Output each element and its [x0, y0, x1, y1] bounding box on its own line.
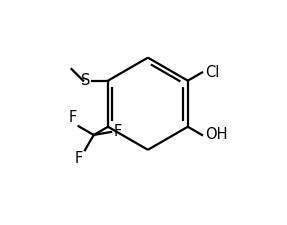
Text: OH: OH [205, 128, 227, 142]
Text: S: S [81, 73, 90, 88]
Text: Cl: Cl [205, 65, 219, 80]
Text: F: F [75, 151, 83, 166]
Text: F: F [69, 110, 77, 125]
Text: F: F [113, 124, 121, 140]
